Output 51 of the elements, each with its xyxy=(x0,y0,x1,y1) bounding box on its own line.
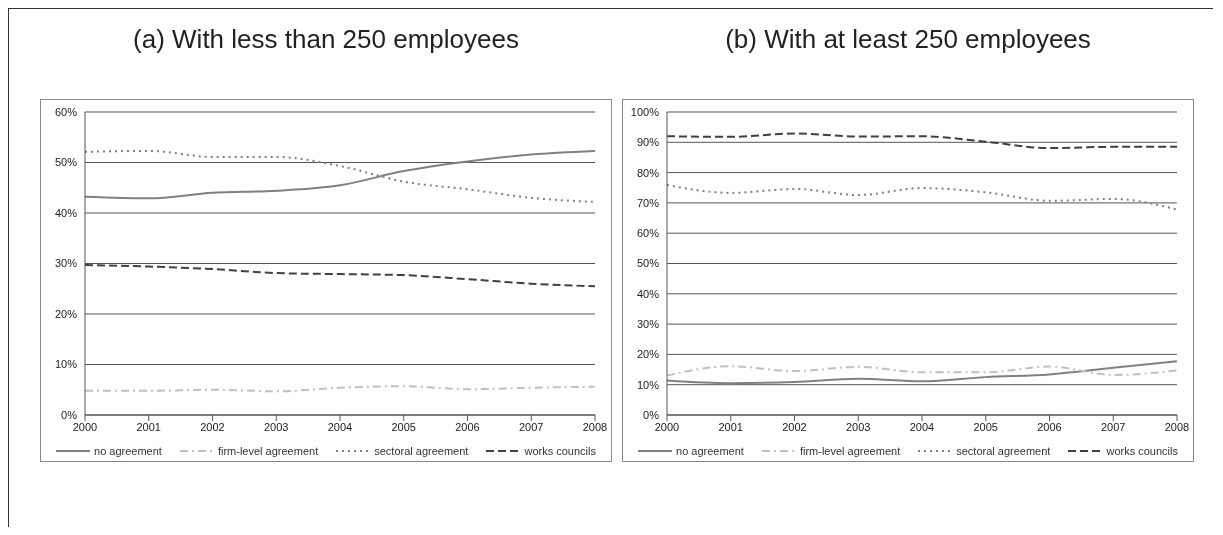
x-tick-label: 2008 xyxy=(1164,420,1190,433)
y-tick-label: 0% xyxy=(643,408,660,421)
x-tick-label: 2007 xyxy=(1101,420,1126,433)
legend-label: firm-level agreement xyxy=(216,445,319,457)
x-tick-label: 2008 xyxy=(582,420,608,433)
legend-label: no agreement xyxy=(675,445,744,457)
y-tick-label: 80% xyxy=(636,166,660,179)
x-tick-label: 2001 xyxy=(718,420,743,433)
legend-label: works councils xyxy=(523,445,596,457)
x-tick-label: 2001 xyxy=(136,420,161,433)
x-tick-label: 2002 xyxy=(782,420,807,433)
line-series xyxy=(666,365,1178,377)
x-tick-label: 2006 xyxy=(455,420,480,433)
y-tick-label: 60% xyxy=(54,105,78,118)
x-tick-label: 2007 xyxy=(519,420,544,433)
legend-label: sectoral agreement xyxy=(373,445,469,457)
y-tick-label: 70% xyxy=(636,196,660,209)
y-tick-label: 40% xyxy=(54,206,78,219)
x-tick-label: 2002 xyxy=(200,420,225,433)
legend-label: sectoral agreement xyxy=(955,445,1051,457)
x-tick-label: 2000 xyxy=(72,420,98,433)
y-tick-label: 100% xyxy=(630,105,660,118)
y-tick-label: 30% xyxy=(636,318,660,331)
y-tick-label: 10% xyxy=(54,358,78,371)
x-tick-label: 2004 xyxy=(909,420,935,433)
x-tick-label: 2000 xyxy=(654,420,680,433)
y-tick-label: 90% xyxy=(636,136,660,149)
legend-label: no agreement xyxy=(93,445,162,457)
y-tick-label: 20% xyxy=(636,348,660,361)
y-tick-label: 60% xyxy=(636,227,660,240)
x-tick-label: 2003 xyxy=(264,420,289,433)
x-tick-label: 2003 xyxy=(846,420,871,433)
x-tick-label: 2005 xyxy=(391,420,416,433)
x-tick-label: 2006 xyxy=(1037,420,1062,433)
y-tick-label: 50% xyxy=(54,156,78,169)
line-series xyxy=(666,184,1178,211)
y-tick-label: 30% xyxy=(54,257,78,270)
chart-title: (b) With at least 250 employees xyxy=(725,23,1091,56)
x-tick-label: 2004 xyxy=(327,420,353,433)
y-tick-label: 0% xyxy=(61,408,78,421)
y-tick-label: 40% xyxy=(636,287,660,300)
x-tick-label: 2005 xyxy=(973,420,998,433)
y-tick-label: 20% xyxy=(54,307,78,320)
legend-label: works councils xyxy=(1105,445,1178,457)
line-series xyxy=(666,132,1178,150)
y-tick-label: 50% xyxy=(636,257,660,270)
y-tick-label: 10% xyxy=(636,378,660,391)
line-series xyxy=(666,360,1178,385)
legend-label: firm-level agreement xyxy=(798,445,901,457)
line-series xyxy=(84,264,596,288)
chart-title: (a) With less than 250 employees xyxy=(133,23,519,56)
